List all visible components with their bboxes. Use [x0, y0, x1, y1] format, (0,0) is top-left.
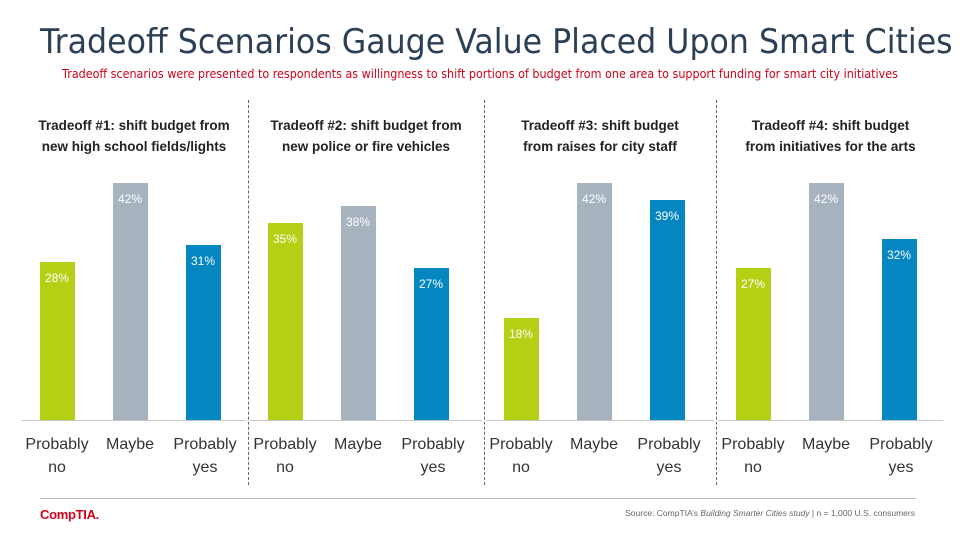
- category-label-4-1: Probably no: [721, 436, 785, 476]
- category-label-4-2: Maybe: [801, 436, 851, 453]
- bar-2-3: [413, 267, 449, 420]
- bar-label-3-2: 42%: [581, 192, 607, 206]
- panel-divider-1: [248, 100, 249, 485]
- source-note: Source: CompTIA’s Building Smarter Citie…: [625, 508, 915, 518]
- bar-2-1: [267, 222, 303, 420]
- bar-label-2-2: 38%: [345, 214, 371, 229]
- bar-1-3: [185, 245, 221, 420]
- bar-3-3: [649, 199, 685, 420]
- bar-label-1-1: 28%: [44, 271, 70, 285]
- category-label-3-3: Probably yes: [637, 436, 701, 476]
- bar-label-4-2: 42%: [813, 192, 839, 206]
- category-label-1-3: Probably yes: [173, 436, 237, 476]
- category-label-2-1: Probably no: [253, 436, 317, 476]
- panel-baseline-2: [250, 420, 482, 421]
- panel-baseline-1: [22, 420, 246, 421]
- panel-baseline-4: [718, 420, 943, 421]
- page-title: Tradeoff Scenarios Gauge Value Placed Up…: [40, 22, 953, 62]
- bar-label-4-1: 27%: [740, 276, 766, 291]
- panel-title-3: Tradeoff #3: shift budget from raises fo…: [521, 118, 679, 154]
- category-label-2-2: Maybe: [333, 436, 383, 453]
- bar-3-2: [576, 183, 612, 420]
- panel-title-2: Tradeoff #2: shift budget from new polic…: [270, 118, 462, 154]
- panel-divider-2: [484, 100, 485, 485]
- bar-1-2: [112, 183, 148, 420]
- bar-label-3-3: 39%: [654, 208, 680, 223]
- category-label-4-3: Probably yes: [869, 436, 933, 476]
- bar-label-3-1: 18%: [508, 327, 534, 342]
- bar-label-1-3: 31%: [190, 254, 216, 269]
- bar-4-2: [808, 183, 844, 420]
- source-prefix: Source: CompTIA’s: [625, 508, 701, 518]
- panel-divider-3: [716, 100, 717, 485]
- source-suffix: | n = 1,000 U.S. consumers: [809, 508, 915, 518]
- panel-baseline-3: [486, 420, 714, 421]
- bar-1-1: [39, 262, 75, 420]
- bar-4-1: [735, 267, 771, 420]
- bar-label-2-1: 35%: [272, 231, 298, 246]
- panel-title-4: Tradeoff #4: shift budget from initiativ…: [745, 118, 916, 154]
- footer-divider: [40, 498, 916, 499]
- category-label-2-3: Probably yes: [401, 436, 465, 476]
- bar-2-2: [340, 205, 376, 420]
- bar-3-1: [503, 318, 539, 420]
- comptia-logo: CompTIA.: [40, 507, 99, 522]
- bar-label-2-3: 27%: [418, 276, 444, 291]
- category-label-3-1: Probably no: [489, 436, 553, 476]
- source-study: Building Smarter Cities study: [700, 508, 810, 518]
- page-subtitle: Tradeoff scenarios were presented to res…: [62, 67, 898, 81]
- category-label-1-1: Probably no: [25, 436, 89, 476]
- panel-title-1: Tradeoff #1: shift budget from new high …: [38, 118, 230, 154]
- bar-label-4-3: 32%: [886, 248, 912, 263]
- bar-4-3: [881, 239, 917, 420]
- bar-label-1-2: 42%: [117, 192, 143, 206]
- category-label-3-2: Maybe: [569, 436, 619, 453]
- category-label-1-2: Maybe: [105, 436, 155, 453]
